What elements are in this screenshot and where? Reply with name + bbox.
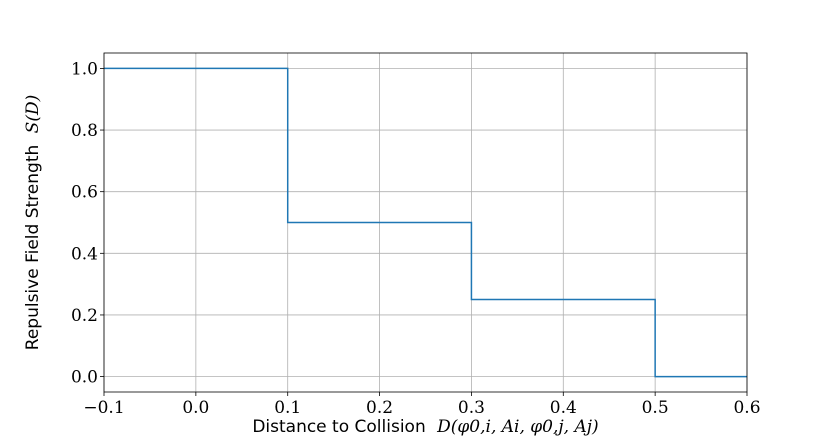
tick-layer: −0.1 0.0 0.1 0.2 0.3 0.4 0.5 0.6 0.0 0.2 0.4 0.6 0.8… bbox=[71, 59, 761, 418]
y-tick-label: 1.0 bbox=[71, 59, 98, 79]
x-tick-label: 0.3 bbox=[458, 398, 485, 418]
grid bbox=[103, 53, 748, 392]
series-layer bbox=[104, 67, 747, 378]
y-tick-label: 0.8 bbox=[71, 121, 98, 141]
x-tick-label: 0.0 bbox=[182, 398, 209, 418]
y-tick-label: 0.6 bbox=[71, 183, 98, 203]
y-tick-label: 0.0 bbox=[71, 368, 98, 388]
y-axis-label-text: Repulsive Field Strength bbox=[23, 145, 43, 350]
plot-frame bbox=[103, 52, 748, 393]
x-tick-label: 0.4 bbox=[550, 398, 577, 418]
series-line bbox=[104, 67, 747, 378]
y-axis-label-math: S(D) bbox=[23, 95, 43, 134]
x-tick-label: 0.2 bbox=[366, 398, 393, 418]
x-tick-label: −0.1 bbox=[83, 398, 124, 418]
x-axis-label: Distance to Collision D(φ0,i, Ai, φ0,j, … bbox=[252, 417, 598, 437]
y-tick-label: 0.2 bbox=[71, 306, 98, 326]
x-axis-label-text: Distance to Collision bbox=[252, 417, 425, 437]
x-tick-label: 0.5 bbox=[642, 398, 669, 418]
x-tick-label: 0.1 bbox=[274, 398, 301, 418]
x-tick-label: 0.6 bbox=[733, 398, 760, 418]
y-axis-label: Repulsive Field Strength S(D) bbox=[23, 95, 43, 350]
x-axis-label-math: D(φ0,i, Ai, φ0,j, Aj) bbox=[436, 417, 599, 437]
y-tick-label: 0.4 bbox=[71, 244, 98, 264]
